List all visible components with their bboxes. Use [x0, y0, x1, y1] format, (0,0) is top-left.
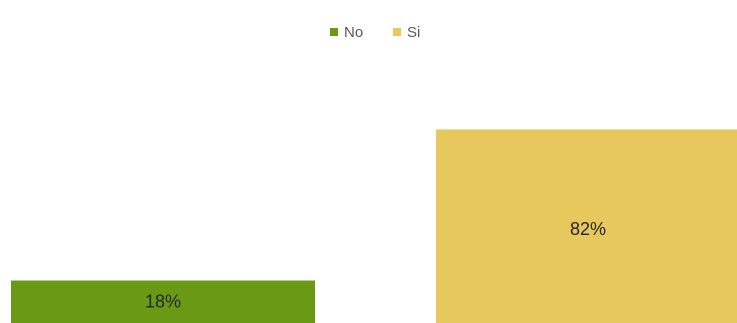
bars-group [11, 129, 737, 323]
bar-si [436, 129, 737, 323]
data-label-no: 18% [145, 291, 181, 311]
bar-no [11, 280, 315, 323]
legend-swatch-si [393, 28, 401, 36]
legend: No Si [330, 24, 420, 41]
legend-label-si: Si [407, 24, 420, 41]
data-labels-group: 18% 82% [145, 219, 606, 311]
data-label-si: 82% [570, 219, 606, 239]
legend-swatch-no [330, 28, 338, 36]
legend-label-no: No [344, 24, 363, 41]
